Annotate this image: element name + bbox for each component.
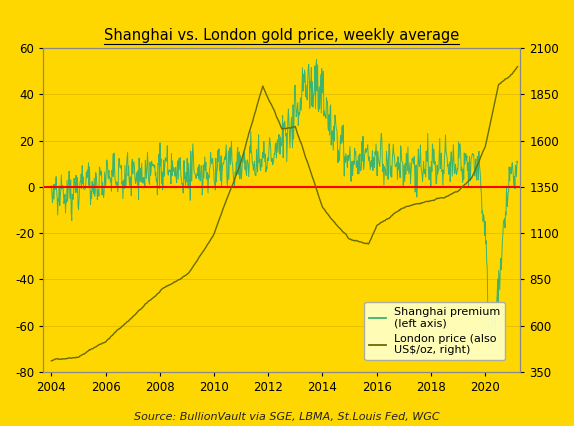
- Text: Source: BullionVault via SGE, LBMA, St.Louis Fed, WGC: Source: BullionVault via SGE, LBMA, St.L…: [134, 412, 440, 422]
- Legend: Shanghai premium
(left axis), London price (also
US$/oz, right): Shanghai premium (left axis), London pri…: [364, 302, 505, 360]
- Title: Shanghai vs. London gold price, weekly average: Shanghai vs. London gold price, weekly a…: [104, 28, 459, 43]
